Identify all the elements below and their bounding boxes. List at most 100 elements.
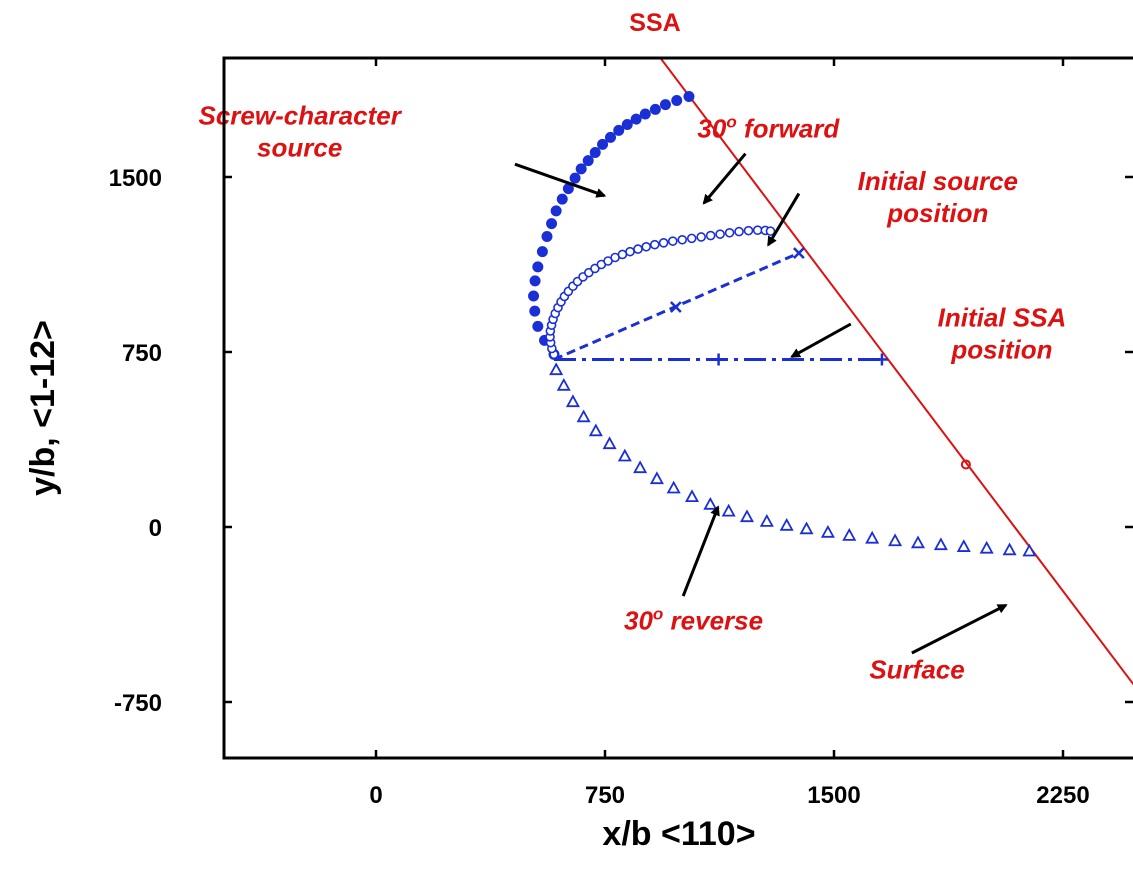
- data-point: [575, 163, 587, 175]
- data-point: [683, 91, 695, 102]
- series-layer: [528, 58, 1133, 686]
- plus-marker: [875, 353, 888, 366]
- data-point: [910, 535, 925, 549]
- data-point: [705, 230, 716, 241]
- data-point: [1002, 542, 1017, 556]
- data-point: [602, 436, 617, 450]
- data-point: [667, 236, 678, 246]
- data-point: [576, 409, 591, 423]
- data-point: [865, 530, 880, 544]
- annotation-label: Initial SSA: [938, 302, 1067, 332]
- data-point: [842, 527, 857, 541]
- data-point: [550, 205, 562, 217]
- y-tick-label: 1500: [109, 165, 162, 192]
- data-point: [649, 471, 664, 485]
- plus-marker: [712, 353, 725, 366]
- cross-marker: [793, 247, 805, 259]
- data-point: [529, 275, 541, 287]
- data-point: [956, 539, 971, 552]
- x-tick-label: 0: [369, 782, 382, 809]
- x-tick-label: 2250: [1036, 782, 1089, 809]
- data-point: [979, 540, 994, 554]
- chart-title: SSA: [629, 9, 680, 37]
- data-point: [739, 509, 755, 523]
- data-point: [532, 320, 544, 332]
- data-point: [888, 533, 903, 547]
- annotation-label: position: [950, 334, 1052, 364]
- data-point: [743, 225, 754, 236]
- data-point: [556, 193, 568, 205]
- data-point: [933, 537, 948, 551]
- annotation-label: 30o reverse: [624, 605, 763, 636]
- annotation-arrow: [681, 505, 720, 597]
- annotation-arrow: [514, 162, 607, 198]
- data-point: [569, 172, 581, 184]
- data-point: [536, 246, 548, 258]
- data-point: [541, 231, 553, 242]
- data-point: [659, 99, 671, 111]
- x-tick-label: 1500: [807, 782, 860, 809]
- data-point: [613, 124, 625, 136]
- y-axis-title: y/b, <1-12>: [24, 320, 62, 496]
- data-point: [703, 496, 718, 510]
- data-point: [779, 517, 794, 531]
- data-point: [617, 249, 628, 260]
- data-point: [633, 460, 648, 474]
- data-point: [604, 131, 616, 143]
- data-point: [633, 244, 643, 254]
- data-point: [686, 233, 697, 244]
- data-point: [597, 138, 609, 150]
- data-point: [546, 218, 558, 230]
- data-point: [765, 226, 776, 236]
- surface-line: [659, 58, 1133, 686]
- y-tick-label: -750: [114, 690, 162, 717]
- data-point: [625, 246, 635, 257]
- data-point: [528, 290, 540, 302]
- data-point: [529, 305, 541, 317]
- plot-frame: [222, 56, 1133, 760]
- data-point: [715, 229, 725, 239]
- annotation-arrow: [702, 152, 747, 205]
- data-point: [617, 448, 632, 462]
- annotation-label: 30o forward: [697, 112, 840, 143]
- data-point: [549, 362, 564, 376]
- annotation-arrow: [767, 192, 801, 247]
- x-tick-label: 750: [585, 782, 625, 809]
- data-point: [734, 226, 744, 237]
- y-tick-label: 750: [122, 340, 162, 367]
- x-axis-title: x/b <110>: [602, 815, 755, 853]
- data-point: [724, 227, 735, 238]
- data-point: [630, 113, 642, 125]
- data-point: [649, 103, 661, 115]
- annotation-label: Initial source: [858, 166, 1018, 196]
- data-point: [759, 513, 774, 527]
- data-point: [641, 241, 652, 252]
- annotation-label: Surface: [869, 655, 964, 685]
- data-point: [565, 394, 580, 408]
- data-point: [684, 489, 700, 503]
- data-point: [799, 521, 814, 535]
- data-point: [658, 238, 669, 248]
- annotation-arrow: [911, 603, 1008, 655]
- data-point: [556, 377, 571, 391]
- data-point: [820, 524, 835, 538]
- data-point: [621, 119, 633, 130]
- surface-marker: [960, 459, 971, 470]
- data-point: [582, 155, 594, 167]
- data-point: [677, 234, 688, 245]
- data-point: [752, 225, 763, 235]
- annotation-label: position: [886, 198, 988, 228]
- tick-layer: 0 750 1500 2250 -750 0 750 1500: [109, 58, 1133, 809]
- data-point: [696, 232, 706, 242]
- data-point: [666, 480, 681, 494]
- data-point: [721, 503, 736, 517]
- data-point: [639, 108, 651, 120]
- data-point: [1022, 543, 1037, 557]
- data-point: [649, 239, 660, 250]
- annotation-label: source: [257, 133, 342, 163]
- data-point: [532, 261, 544, 273]
- annotation-arrow: [790, 322, 852, 358]
- data-point: [671, 94, 683, 106]
- data-point: [589, 147, 601, 158]
